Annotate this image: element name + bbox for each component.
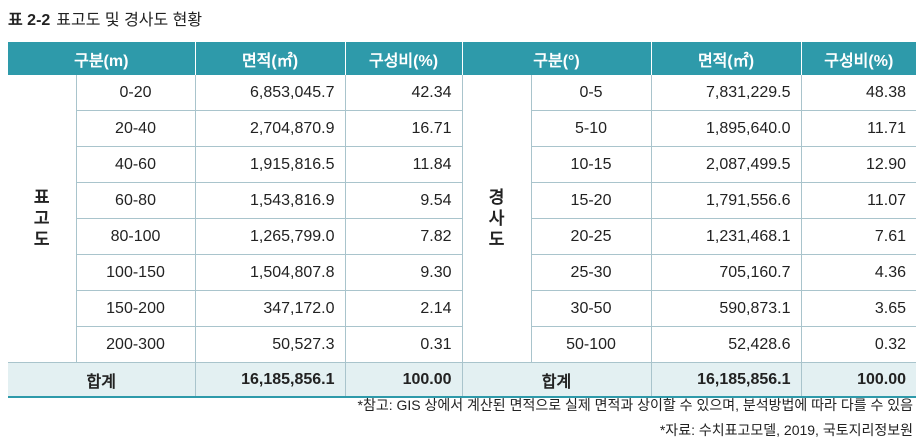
source-note: *자료: 수치표고모델, 2019, 국토지리정보원 xyxy=(659,422,913,438)
left-total-label: 합계 xyxy=(8,362,196,398)
table-row: 200-300 50,527.3 0.31 50-100 52,428.6 0.… xyxy=(8,326,917,363)
elevation-ratio: 0.31 xyxy=(344,326,463,363)
header-right-range: 구분(°) xyxy=(461,42,652,75)
elevation-ratio: 11.84 xyxy=(344,146,463,183)
slope-range: 20-25 xyxy=(530,218,652,255)
total-row: 합계 16,185,856.1 100.00 합계 16,185,856.1 1… xyxy=(8,362,917,398)
elevation-category-label: 표고도 xyxy=(33,188,50,249)
slope-range: 25-30 xyxy=(530,254,652,291)
elevation-area: 1,915,816.5 xyxy=(194,146,346,183)
elevation-range: 150-200 xyxy=(75,290,196,327)
slope-category-cell: 경사도 xyxy=(461,75,532,363)
elevation-range: 20-40 xyxy=(75,110,196,147)
elevation-ratio: 9.54 xyxy=(344,182,463,219)
table-row: 80-100 1,265,799.0 7.82 20-25 1,231,468.… xyxy=(8,218,917,255)
elevation-range: 40-60 xyxy=(75,146,196,183)
left-total-area: 16,185,856.1 xyxy=(194,362,346,398)
slope-ratio: 4.36 xyxy=(800,254,917,291)
slope-range: 5-10 xyxy=(530,110,652,147)
elevation-range: 0-20 xyxy=(75,75,196,111)
header-left-ratio: 구성비(%) xyxy=(344,42,463,75)
slope-area: 52,428.6 xyxy=(650,326,802,363)
header-left-area: 면적(㎡) xyxy=(194,42,346,75)
left-total-ratio: 100.00 xyxy=(344,362,463,398)
slope-area: 1,791,556.6 xyxy=(650,182,802,219)
elevation-ratio: 7.82 xyxy=(344,218,463,255)
right-total-ratio: 100.00 xyxy=(800,362,917,398)
slope-area: 1,231,468.1 xyxy=(650,218,802,255)
elevation-area: 2,704,870.9 xyxy=(194,110,346,147)
slope-range: 10-15 xyxy=(530,146,652,183)
table-row: 표고도 0-20 6,853,045.7 42.34 경사도 0-5 7,831… xyxy=(8,75,917,363)
table-row: 60-80 1,543,816.9 9.54 15-20 1,791,556.6… xyxy=(8,182,917,219)
slope-range: 30-50 xyxy=(530,290,652,327)
elevation-ratio: 16.71 xyxy=(344,110,463,147)
slope-ratio: 11.07 xyxy=(800,182,917,219)
header-right-area: 면적(㎡) xyxy=(650,42,802,75)
elevation-area: 50,527.3 xyxy=(194,326,346,363)
slope-area: 590,873.1 xyxy=(650,290,802,327)
elevation-slope-table: 구분(m) 면적(㎡) 구성비(%) 구분(°) 면적(㎡) 구성비(%) 표고… xyxy=(8,42,917,398)
slope-range: 0-5 xyxy=(530,75,652,111)
elevation-ratio: 2.14 xyxy=(344,290,463,327)
table-row: 100-150 1,504,807.8 9.30 25-30 705,160.7… xyxy=(8,254,917,291)
slope-ratio: 48.38 xyxy=(800,75,917,111)
header-right-ratio: 구성비(%) xyxy=(800,42,917,75)
elevation-category-cell: 표고도 xyxy=(8,75,76,363)
elevation-area: 1,504,807.8 xyxy=(194,254,346,291)
reference-note: *참고: GIS 상에서 계산된 면적으로 실제 면적과 상이할 수 있으며, … xyxy=(357,397,913,413)
right-total-label: 합계 xyxy=(461,362,652,398)
slope-category-label: 경사도 xyxy=(488,188,505,249)
table-row: 40-60 1,915,816.5 11.84 10-15 2,087,499.… xyxy=(8,146,917,183)
slope-ratio: 0.32 xyxy=(800,326,917,363)
right-total-area: 16,185,856.1 xyxy=(650,362,802,398)
slope-ratio: 7.61 xyxy=(800,218,917,255)
table-row: 20-40 2,704,870.9 16.71 5-10 1,895,640.0… xyxy=(8,110,917,147)
slope-area: 2,087,499.5 xyxy=(650,146,802,183)
header-row: 구분(m) 면적(㎡) 구성비(%) 구분(°) 면적(㎡) 구성비(%) xyxy=(8,42,917,75)
table-number: 표 2-2 xyxy=(8,12,51,29)
elevation-range: 100-150 xyxy=(75,254,196,291)
elevation-area: 347,172.0 xyxy=(194,290,346,327)
slope-area: 705,160.7 xyxy=(650,254,802,291)
header-left-range: 구분(m) xyxy=(8,42,196,75)
slope-range: 50-100 xyxy=(530,326,652,363)
elevation-ratio: 9.30 xyxy=(344,254,463,291)
slope-ratio: 11.71 xyxy=(800,110,917,147)
elevation-range: 60-80 xyxy=(75,182,196,219)
slope-area: 1,895,640.0 xyxy=(650,110,802,147)
slope-ratio: 3.65 xyxy=(800,290,917,327)
table-title-text: 표고도 및 경사도 현황 xyxy=(56,12,203,29)
elevation-area: 6,853,045.7 xyxy=(194,75,346,111)
elevation-area: 1,265,799.0 xyxy=(194,218,346,255)
slope-ratio: 12.90 xyxy=(800,146,917,183)
slope-range: 15-20 xyxy=(530,182,652,219)
table-title: 표 2-2 표고도 및 경사도 현황 xyxy=(8,6,202,30)
elevation-range: 200-300 xyxy=(75,326,196,363)
table-row: 150-200 347,172.0 2.14 30-50 590,873.1 3… xyxy=(8,290,917,327)
elevation-range: 80-100 xyxy=(75,218,196,255)
elevation-area: 1,543,816.9 xyxy=(194,182,346,219)
slope-area: 7,831,229.5 xyxy=(650,75,802,111)
elevation-ratio: 42.34 xyxy=(344,75,463,111)
